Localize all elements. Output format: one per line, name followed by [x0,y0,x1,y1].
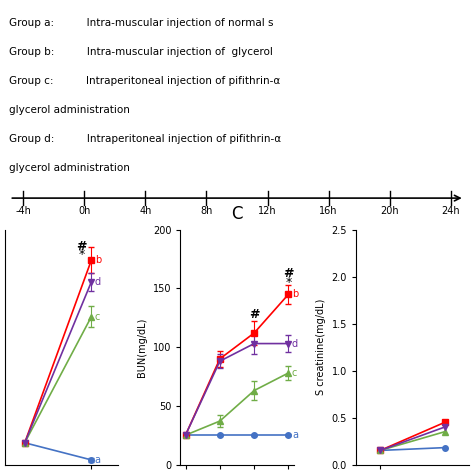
Text: a: a [95,455,100,465]
Text: c: c [95,311,100,322]
Text: 20h: 20h [380,206,399,216]
Text: #: # [249,308,259,321]
Text: Group c:          Intraperitoneal injection of pifithrin-α: Group c: Intraperitoneal injection of pi… [9,76,281,86]
Text: Group a:          Intra-muscular injection of normal s: Group a: Intra-muscular injection of nor… [9,18,274,27]
Text: a: a [292,430,298,440]
Text: #: # [283,267,294,280]
Text: d: d [95,277,101,287]
Text: 0h: 0h [78,206,91,216]
Text: b: b [292,289,298,299]
Text: Group b:          Intra-muscular injection of  glycerol: Group b: Intra-muscular injection of gly… [9,46,273,56]
Title: C: C [231,205,243,223]
Text: Group d:          Intraperitoneal injection of pifithrin-α: Group d: Intraperitoneal injection of pi… [9,134,282,144]
Text: -4h: -4h [15,206,31,216]
Text: 24h: 24h [441,206,460,216]
Text: d: d [292,338,298,348]
Text: b: b [95,255,101,265]
Text: 4h: 4h [139,206,152,216]
Text: 12h: 12h [258,206,277,216]
Text: 8h: 8h [201,206,213,216]
Text: glycerol administration: glycerol administration [9,105,130,115]
Text: *: * [78,248,84,261]
Text: c: c [292,368,297,378]
Y-axis label: BUN(mg/dL): BUN(mg/dL) [137,318,147,377]
Text: *: * [285,276,292,289]
Text: #: # [76,240,87,253]
Text: glycerol administration: glycerol administration [9,163,130,173]
Y-axis label: S creatinine(mg/dL): S creatinine(mg/dL) [316,299,326,395]
Text: 16h: 16h [319,206,338,216]
